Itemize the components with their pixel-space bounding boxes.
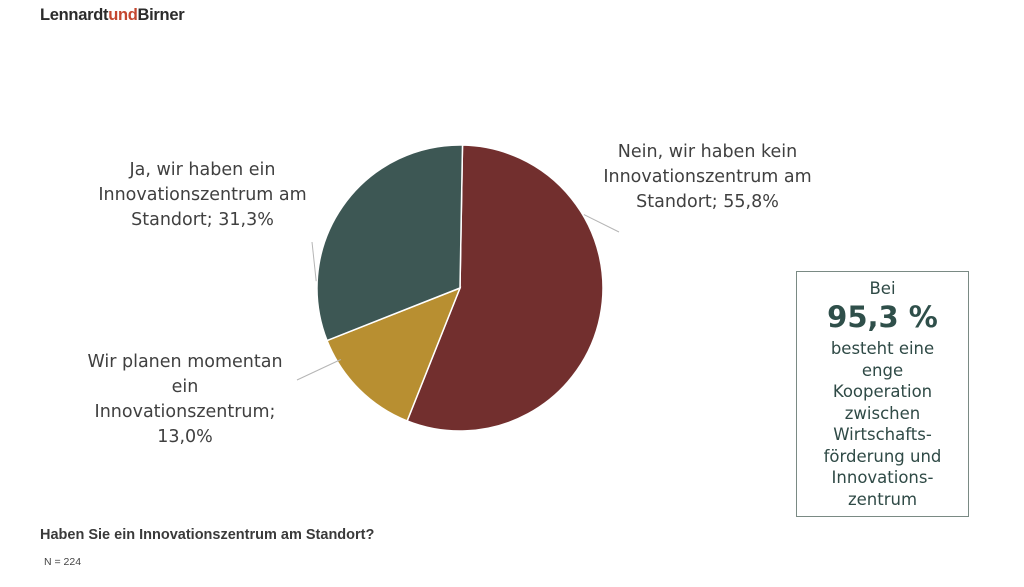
label-ja-line: Innovationszentrum am xyxy=(98,185,307,205)
callout-text-line: Kooperation xyxy=(832,382,933,401)
brand-logo: LennardtundBirner xyxy=(40,6,185,25)
callout-box: Bei 95,3 % besteht eine enge Kooperation… xyxy=(796,271,969,517)
label-nein: Nein, wir haben kein Innovationszentrum … xyxy=(575,140,840,215)
label-wir-line: Innovationszentrum; xyxy=(94,402,276,422)
brand-part-lennardt: Lennardt xyxy=(40,6,109,24)
brand-part-und: und xyxy=(108,6,138,24)
callout-text-line: besteht eine xyxy=(830,339,935,358)
callout-intro: Bei xyxy=(869,279,896,298)
callout-value: 95,3 % xyxy=(827,300,938,334)
sample-size-note: N = 224 xyxy=(44,556,82,568)
callout-text-line: enge xyxy=(861,360,904,380)
label-wir-line: ein xyxy=(171,377,199,397)
leader-line-nein xyxy=(583,214,620,233)
callout-text-line: zwischen xyxy=(844,403,921,423)
brand-part-birner: Birner xyxy=(137,6,185,24)
label-ja-line: Standort; 31,3% xyxy=(131,210,274,230)
pie-slice-wir-planen xyxy=(326,286,462,422)
callout-text-line: Innovations- xyxy=(831,468,934,487)
label-ja: Ja, wir haben ein Innovationszentrum am … xyxy=(70,158,335,233)
label-ja-line: Ja, wir haben ein xyxy=(129,160,276,180)
pie-slice-ja xyxy=(316,144,464,342)
callout-text: besteht eine enge Kooperation zwischen W… xyxy=(797,338,968,510)
survey-question: Haben Sie ein Innovationszentrum am Stan… xyxy=(40,527,375,543)
label-wir-line: 13,0% xyxy=(157,427,213,447)
callout-text-line: Wirtschafts- xyxy=(833,425,932,444)
label-nein-line: Nein, wir haben kein xyxy=(617,142,798,162)
label-wir-line: Wir planen momentan xyxy=(87,352,283,372)
label-wir-planen: Wir planen momentan ein Innovationszentr… xyxy=(65,350,305,450)
pie-slice-nein xyxy=(406,144,604,432)
callout-text-line: zentrum xyxy=(847,489,918,509)
leader-line-wir-planen xyxy=(296,359,342,381)
callout-text-line: förderung und xyxy=(823,446,942,466)
label-nein-line: Innovationszentrum am xyxy=(603,167,812,187)
label-nein-line: Standort; 55,8% xyxy=(636,192,779,212)
leader-line-ja xyxy=(311,241,317,282)
